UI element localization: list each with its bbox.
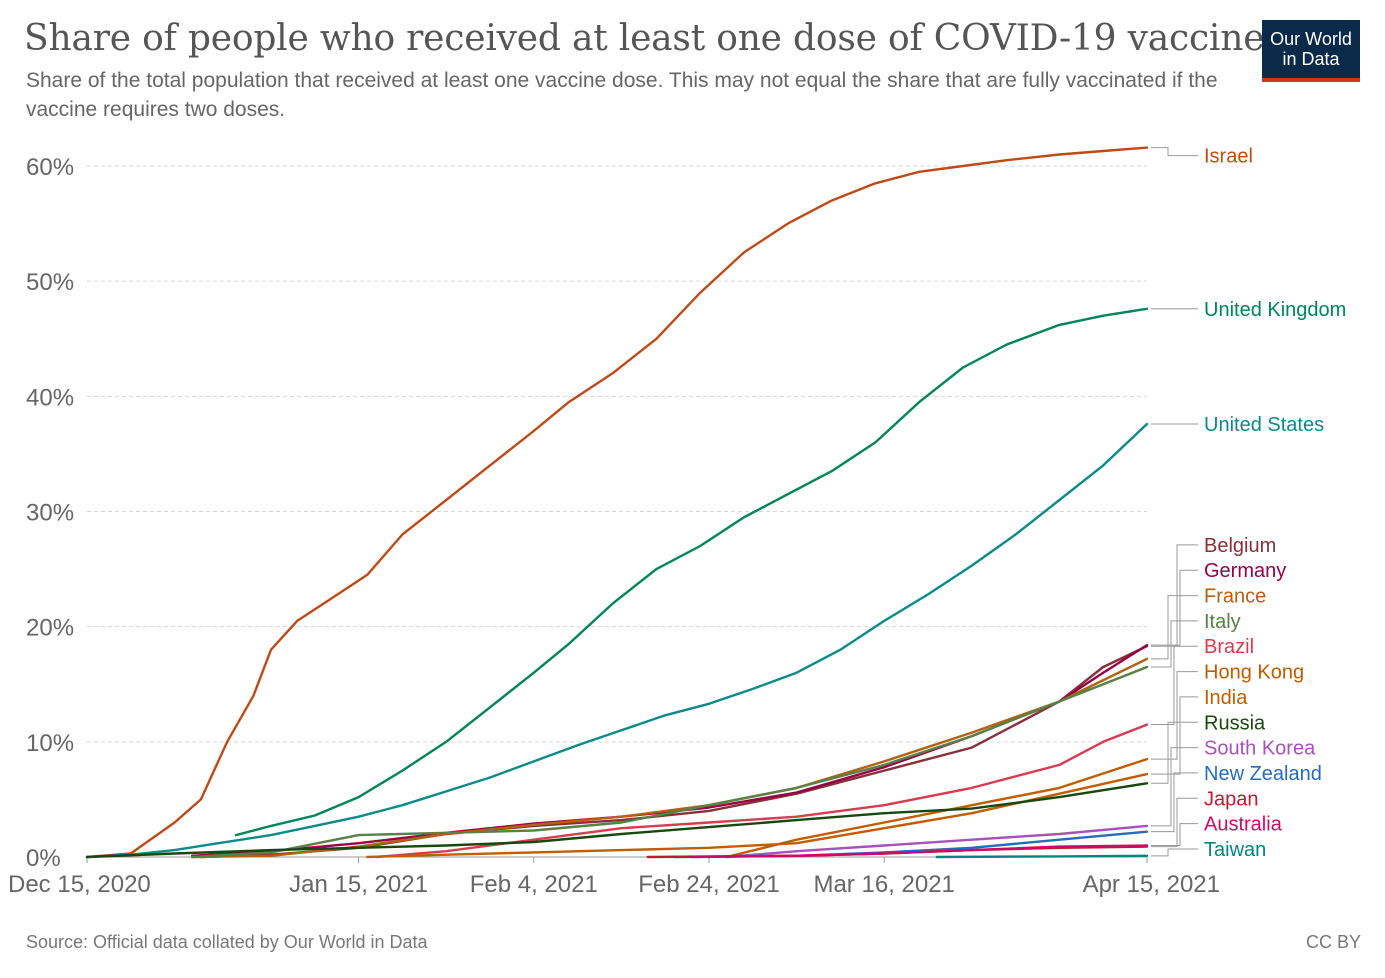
y-tick-label: 60% <box>26 154 74 181</box>
series-line-russia <box>85 782 1149 859</box>
series-label: United Kingdom <box>1204 299 1346 321</box>
series-label: Belgium <box>1204 535 1276 557</box>
series-line-taiwan <box>935 854 1149 859</box>
label-connector <box>1151 747 1198 827</box>
series-layer <box>85 146 1149 859</box>
series-label: Japan <box>1204 788 1259 810</box>
series-line-israel <box>85 146 1149 859</box>
owid-logo[interactable]: Our World in Data <box>1262 20 1360 82</box>
x-tick-label: Jan 15, 2021 <box>289 871 428 898</box>
label-connector <box>1151 696 1198 775</box>
series-label: New Zealand <box>1204 763 1322 785</box>
series-label: France <box>1204 586 1266 608</box>
series-line-hong-kong <box>725 757 1149 859</box>
series-label: Taiwan <box>1204 839 1266 861</box>
y-tick-label: 0% <box>26 845 61 872</box>
series-line-united-kingdom <box>234 307 1149 837</box>
x-tick-label: Feb 4, 2021 <box>470 871 598 898</box>
label-connector <box>1151 620 1198 668</box>
x-tick-label: Feb 24, 2021 <box>638 871 779 898</box>
y-tick-label: 10% <box>26 730 74 757</box>
series-line-italy <box>190 665 1149 859</box>
x-tick-label: Mar 16, 2021 <box>813 871 954 898</box>
x-tick-label: Apr 15, 2021 <box>1083 871 1220 898</box>
series-label: Hong Kong <box>1204 662 1304 684</box>
axis-layer: 0% 10% 20% 30% 40% 50% 60% Dec 15, 2020 Jan 15, … <box>8 154 1220 898</box>
logo-line2: in Data <box>1282 49 1340 69</box>
label-connector <box>1151 797 1198 848</box>
chart-title: Share of people who received at least on… <box>24 18 1265 59</box>
y-tick-label: 40% <box>26 384 74 411</box>
label-layer: Israel United Kingdom United States Belgium… <box>1151 146 1346 861</box>
source-note[interactable]: Source: Official data collated by Our Wo… <box>26 932 428 952</box>
y-tick-label: 50% <box>26 269 74 296</box>
label-connector <box>1151 772 1198 833</box>
y-tick-label: 20% <box>26 615 74 642</box>
series-label: India <box>1204 687 1248 709</box>
label-connector <box>1151 848 1198 857</box>
series-label: Italy <box>1204 611 1241 633</box>
series-line-south-korea <box>725 824 1149 859</box>
label-connector <box>1151 569 1198 646</box>
series-label: Brazil <box>1204 636 1254 658</box>
label-connector <box>1151 721 1198 784</box>
series-line-brazil <box>374 723 1149 859</box>
series-line-france <box>190 657 1149 859</box>
x-tick-label: Dec 15, 2020 <box>8 871 151 898</box>
series-label: South Korea <box>1204 738 1316 760</box>
series-label: Israel <box>1204 146 1253 168</box>
series-label: Australia <box>1204 814 1283 836</box>
label-connector <box>1151 823 1198 846</box>
license-note[interactable]: CC BY <box>1305 932 1361 952</box>
label-connector <box>1151 595 1198 660</box>
chart-subtitle: Share of the total population that recei… <box>26 69 1218 121</box>
label-connector <box>1151 671 1198 760</box>
series-line-united-states <box>85 422 1149 859</box>
label-connector <box>1151 645 1198 726</box>
grid-layer <box>87 165 1147 743</box>
logo-line1: Our World <box>1270 29 1352 49</box>
y-tick-label: 30% <box>26 500 74 527</box>
series-label: Germany <box>1204 560 1286 582</box>
series-line-australia <box>690 844 1149 859</box>
series-label: Russia <box>1204 712 1266 734</box>
label-connector <box>1151 147 1198 157</box>
series-label: United States <box>1204 414 1324 436</box>
